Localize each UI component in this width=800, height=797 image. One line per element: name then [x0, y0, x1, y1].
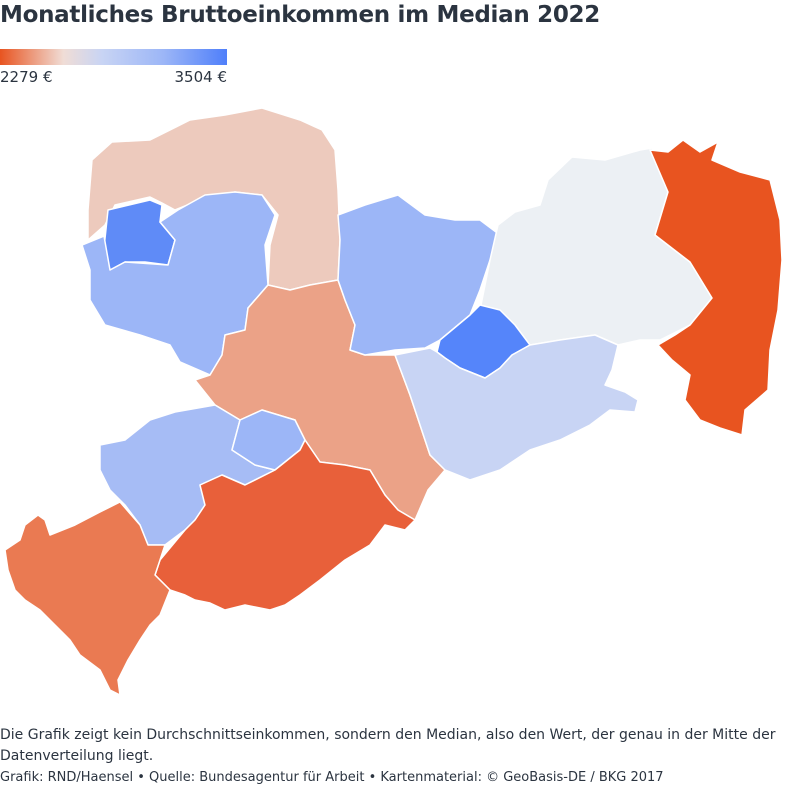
map-title: Monatliches Bruttoeinkommen im Median 20… — [0, 2, 600, 28]
source-credit: Grafik: RND/Haensel • Quelle: Bundesagen… — [0, 770, 664, 785]
region-nordwest-stadt[interactable] — [103, 199, 176, 271]
legend-max-label: 3504 € — [174, 68, 228, 86]
region-ost[interactable] — [649, 139, 783, 436]
region-west[interactable] — [81, 191, 276, 376]
region-suedwest[interactable] — [4, 501, 171, 696]
legend-min-label: 2279 € — [0, 68, 53, 86]
region-suedost[interactable] — [394, 334, 639, 481]
methodology-note: Die Grafik zeigt kein Durchschnittseinko… — [0, 727, 776, 764]
color-scale-legend — [0, 49, 227, 65]
